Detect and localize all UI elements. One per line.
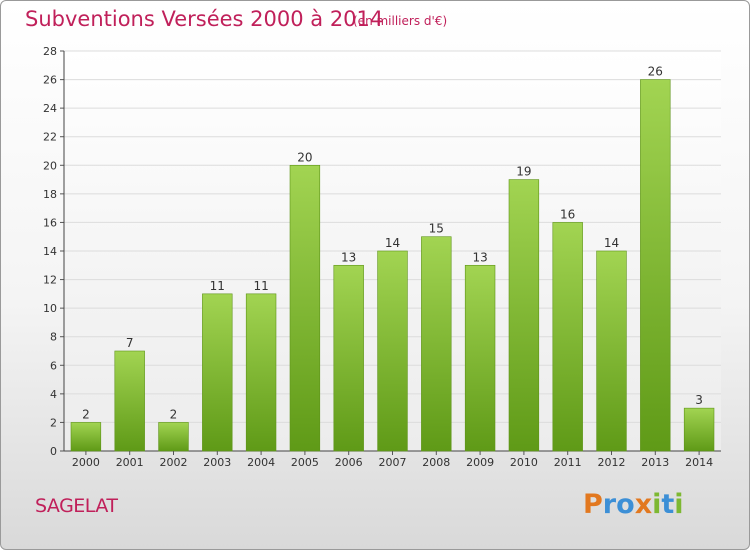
bar-2000 [70, 422, 102, 452]
bar-2005 [289, 164, 321, 452]
data-label-2005: 20 [297, 150, 312, 164]
y-tick-label: 26 [43, 74, 57, 87]
data-label-2004: 11 [253, 279, 268, 293]
bar-2010 [508, 179, 540, 452]
bar-2011 [552, 222, 583, 452]
data-label-2001: 7 [126, 336, 134, 350]
logo-letter: t [661, 489, 675, 520]
y-tick-label: 10 [43, 302, 57, 315]
x-tick-label-2005: 2005 [291, 456, 319, 469]
x-tick-label-2001: 2001 [116, 456, 144, 469]
data-label-2002: 2 [170, 407, 178, 421]
x-tick-label-2006: 2006 [335, 456, 363, 469]
bar-2013 [640, 79, 671, 452]
data-label-2006: 13 [341, 250, 356, 264]
data-label-2013: 26 [648, 65, 663, 79]
logo-letter: o [616, 489, 635, 520]
bar-2009 [464, 264, 496, 452]
bar-2008 [421, 236, 452, 452]
y-tick-label: 22 [43, 131, 57, 144]
y-tick-label: 0 [50, 445, 57, 458]
y-tick-label: 2 [50, 416, 57, 429]
x-tick-label-2008: 2008 [422, 456, 450, 469]
x-tick-label-2010: 2010 [510, 456, 538, 469]
y-tick-label: 16 [43, 216, 57, 229]
chart-subtitle: (en milliers d'€) [353, 14, 448, 28]
bar-2014 [683, 407, 715, 452]
x-tick-label-2000: 2000 [72, 456, 100, 469]
y-tick-label: 12 [43, 274, 57, 287]
x-tick-label-2007: 2007 [379, 456, 407, 469]
x-tick-label-2013: 2013 [641, 456, 669, 469]
x-tick-label-2012: 2012 [598, 456, 626, 469]
y-tick-label: 4 [50, 388, 57, 401]
logo-letter: i [652, 489, 662, 520]
y-tick-label: 20 [43, 159, 57, 172]
x-tick-label-2011: 2011 [554, 456, 582, 469]
logo-letter: r [602, 489, 617, 520]
logo-letter: P [583, 489, 603, 520]
bar-2001 [114, 350, 145, 452]
commune-name: SAGELAT [35, 495, 118, 517]
y-tick-label: 28 [43, 45, 57, 58]
data-label-2007: 14 [385, 236, 400, 250]
data-label-2010: 19 [516, 165, 531, 179]
bar-2007 [377, 250, 408, 452]
chart-title: Subventions Versées 2000 à 2014 [25, 7, 384, 31]
y-tick-label: 18 [43, 188, 57, 201]
logo-letter: x [634, 489, 653, 520]
data-label-2014: 3 [695, 393, 703, 407]
bar-2003 [202, 293, 233, 452]
bar-2004 [245, 293, 277, 452]
y-tick-label: 8 [50, 331, 57, 344]
y-tick-label: 14 [43, 245, 57, 258]
logo-letter: i [674, 489, 684, 520]
x-tick-label-2014: 2014 [685, 456, 713, 469]
x-tick-label-2009: 2009 [466, 456, 494, 469]
x-tick-label-2002: 2002 [160, 456, 188, 469]
data-label-2000: 2 [82, 407, 90, 421]
data-label-2012: 14 [604, 236, 619, 250]
x-tick-label-2004: 2004 [247, 456, 275, 469]
x-tick-label-2003: 2003 [203, 456, 231, 469]
y-tick-label: 24 [43, 102, 57, 115]
bar-2012 [596, 250, 627, 452]
data-label-2011: 16 [560, 207, 575, 221]
bar-2002 [158, 422, 189, 452]
proxiti-logo: Proxiti [583, 489, 684, 520]
data-label-2009: 13 [472, 250, 487, 264]
bar-2006 [333, 264, 364, 452]
y-tick-label: 6 [50, 359, 57, 372]
data-label-2008: 15 [429, 222, 444, 236]
data-label-2003: 11 [210, 279, 225, 293]
